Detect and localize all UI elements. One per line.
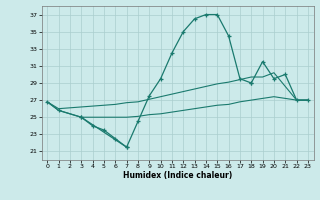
X-axis label: Humidex (Indice chaleur): Humidex (Indice chaleur) — [123, 171, 232, 180]
